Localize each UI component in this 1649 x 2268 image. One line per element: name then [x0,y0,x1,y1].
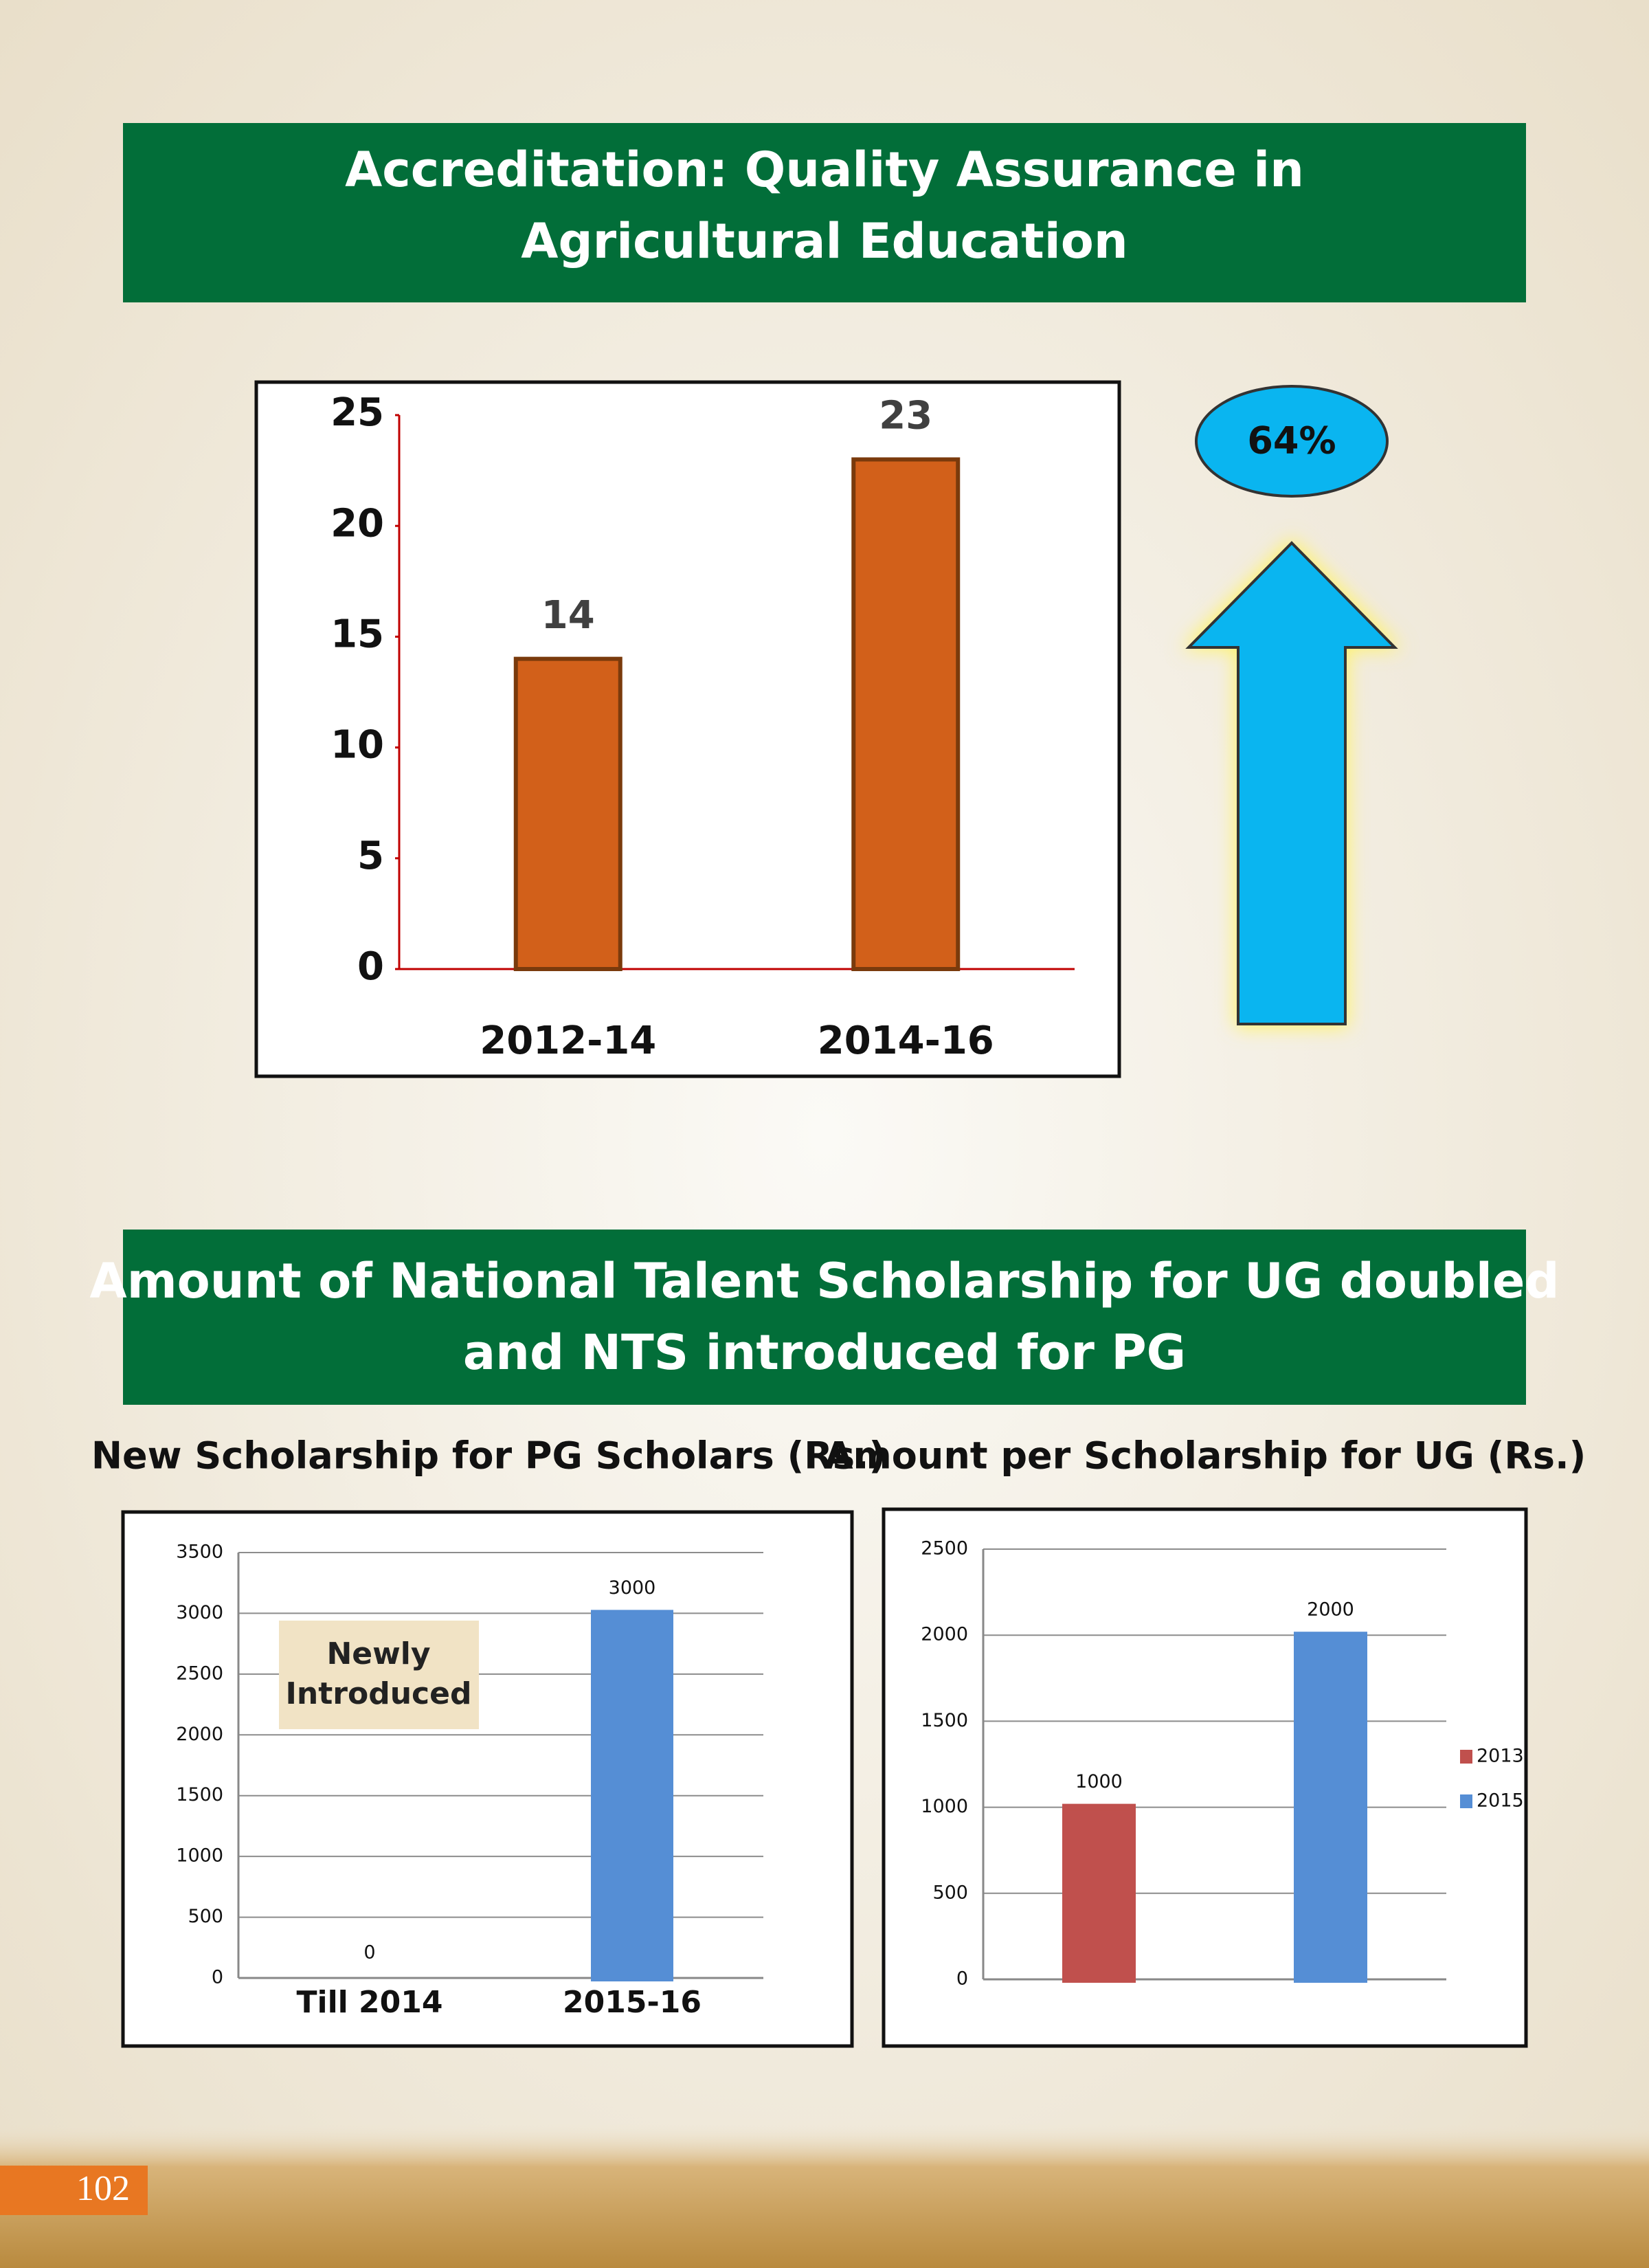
y-tick-label: 0 [956,1968,968,1990]
legend-swatch [1460,1794,1472,1808]
value-label: 3000 [609,1577,656,1599]
annotation: Newly [326,1636,430,1671]
y-tick-label: 500 [188,1906,223,1927]
wheat-footer [0,2124,1649,2268]
y-tick-label: 5 [357,834,384,878]
annotation-box [279,1621,479,1729]
banner-title: Accreditation: Quality Assurance in [345,142,1304,198]
y-tick-label: 1000 [176,1845,223,1867]
value-label: 14 [541,593,595,638]
bar [1062,1803,1136,1983]
page-number-box [0,2166,148,2215]
value-label: 23 [879,394,932,438]
chart-title: New Scholarship for PG Scholars (Rs.) [91,1434,886,1478]
chart-title: Amount per Scholarship for UG (Rs.) [824,1434,1586,1478]
y-tick-label: 2500 [176,1663,223,1684]
value-label: 0 [363,1942,375,1964]
y-tick-label: 3000 [176,1602,223,1623]
y-tick-label: 2000 [921,1624,968,1645]
banner-title: Amount of National Talent Scholarship fo… [90,1253,1560,1309]
bar [513,656,622,971]
value-label: 2000 [1307,1599,1354,1621]
bar [1294,1632,1367,1983]
y-tick-label: 15 [330,612,384,657]
y-tick-label: 2500 [921,1538,968,1559]
y-tick-label: 25 [330,390,384,435]
y-tick-label: 0 [357,944,384,989]
bar [851,457,961,971]
y-tick-label: 3500 [176,1542,223,1563]
y-tick-label: 20 [330,501,384,546]
banner [123,1230,1526,1405]
x-tick-label: 2012-14 [480,1019,656,1063]
growth-arrow [1185,541,1398,1025]
y-tick-label: 0 [212,1967,223,1988]
x-tick-label: 2014-16 [818,1019,994,1063]
legend-label: 2013 [1477,1746,1524,1767]
x-tick-label: Till 2014 [296,1985,442,2020]
percent-label: 64% [1247,419,1336,463]
bar [591,1610,673,1981]
y-tick-label: 10 [330,723,384,768]
value-label: 1000 [1075,1771,1123,1792]
y-tick-label: 1500 [176,1784,223,1805]
chart-frame [254,380,1121,1078]
legend-label: 2015 [1477,1790,1524,1812]
chart-frame [121,1510,854,2048]
banner-title: Agricultural Education [521,213,1128,269]
page-number: 102 [76,2169,130,2208]
annotation: Introduced [286,1676,472,1711]
y-tick-label: 500 [932,1882,968,1903]
banner-title: and NTS introduced for PG [463,1324,1186,1381]
percent-badge [1195,385,1389,498]
legend-swatch [1460,1750,1472,1764]
chart-frame [882,1507,1528,2048]
banner [123,123,1526,302]
y-tick-label: 1500 [921,1710,968,1731]
y-tick-label: 1000 [921,1796,968,1817]
y-tick-label: 2000 [176,1724,223,1745]
x-tick-label: 2015-16 [563,1985,702,2020]
